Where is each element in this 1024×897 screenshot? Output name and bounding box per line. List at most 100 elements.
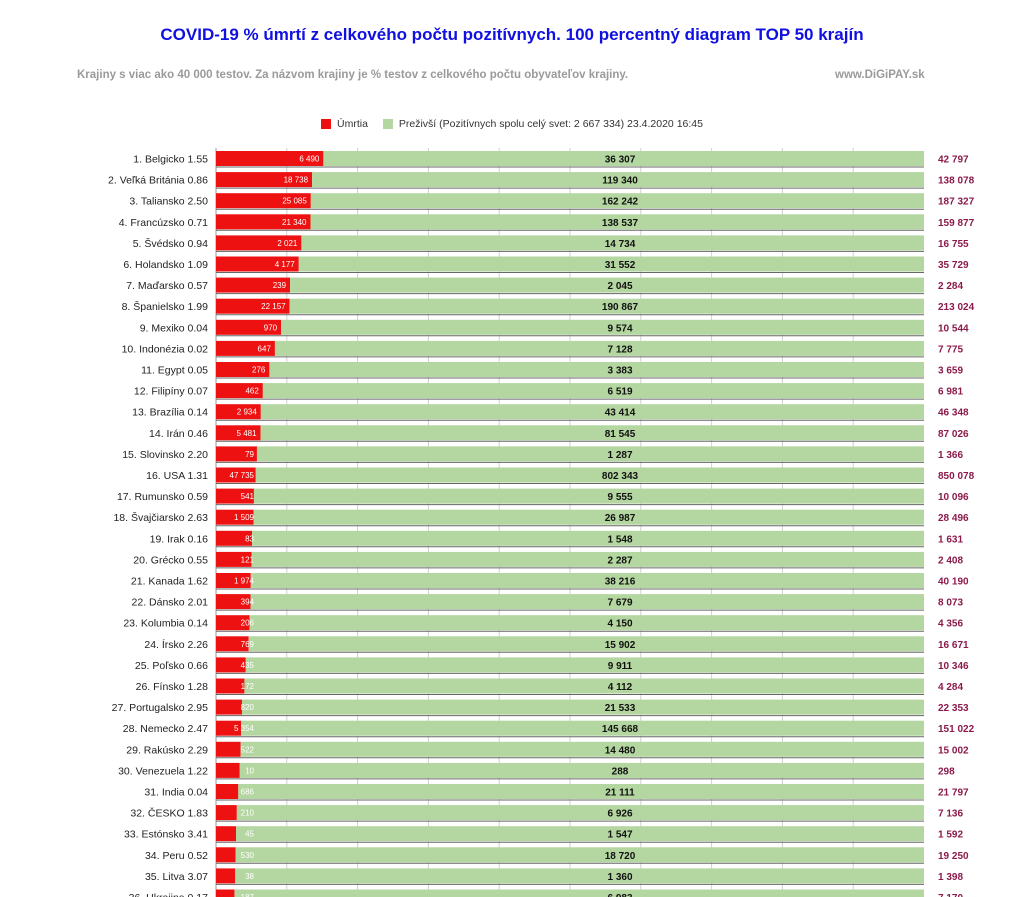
bar-deaths [216,636,249,652]
deaths-label: 276 [252,366,266,375]
survivors-label: 7 679 [607,598,632,609]
bar-survivors [248,636,924,652]
bar-deaths [216,530,253,546]
country-label: 5. Švédsko 0.94 [133,237,208,250]
bar-deaths [216,172,313,188]
deaths-label: 4 177 [275,260,296,269]
total-label: 87 026 [938,429,969,440]
bar-deaths [216,805,237,821]
chart-subtitle: Krajiny s viac ako 40 000 testov. Za náz… [77,69,629,81]
bar-survivors [269,362,924,377]
survivors-label: 145 668 [602,724,639,735]
total-label: 7 136 [938,809,963,820]
bar-deaths [216,784,239,799]
country-label: 31. India 0.04 [144,787,208,799]
deaths-label: 970 [264,323,278,332]
deaths-label: 1 974 [234,577,255,586]
bar-deaths [216,235,302,251]
bar-survivors [323,151,924,166]
deaths-label: 187 [241,893,255,897]
bar-survivors [256,446,925,462]
total-label: 10 096 [938,492,969,503]
deaths-label: 2 021 [277,239,298,248]
legend-label-deaths: Úmrtia [337,118,368,130]
total-label: 40 190 [938,577,969,588]
country-label: 6. Holandsko 1.09 [123,259,208,271]
survivors-label: 9 555 [607,492,632,503]
total-label: 42 797 [938,155,969,166]
bar-survivors [281,319,924,335]
legend-item-deaths: Úmrtia [321,118,368,130]
bar-deaths [216,699,242,715]
country-label: 20. Grécko 0.55 [133,554,208,566]
country-label: 25. Poľsko 0.66 [135,660,208,672]
survivors-label: 7 128 [607,344,632,355]
deaths-label: 435 [241,661,255,670]
bar-deaths [216,678,245,694]
survivors-label: 288 [612,766,629,777]
survivors-label: 1 548 [607,534,632,545]
total-label: 10 544 [938,323,969,334]
deaths-label: 5 481 [237,429,258,438]
total-label: 35 729 [938,260,969,271]
total-label: 138 078 [938,176,975,187]
bar-deaths [216,404,261,420]
survivors-label: 119 340 [602,176,638,187]
survivors-label: 4 112 [608,682,633,693]
deaths-label: 686 [241,788,255,797]
country-label: 30. Venezuela 1.22 [118,765,208,777]
bar-deaths [216,193,311,209]
legend-item-survivors: Preživší (Pozitívnych spolu celý svet: 2… [382,118,703,130]
deaths-label: 462 [245,387,259,396]
deaths-label: 2 934 [237,408,258,417]
country-label: 36. Ukrajina 0.17 [129,892,209,897]
survivors-label: 6 983 [607,893,632,897]
bar-deaths [216,425,261,441]
bar-deaths [216,383,263,399]
legend-swatch-deaths [321,119,332,129]
bar-survivors [289,298,924,314]
country-label: 28. Nemecko 2.47 [123,723,208,735]
survivors-label: 15 902 [605,640,636,651]
bar-deaths [216,615,250,631]
survivors-label: 2 045 [607,281,632,292]
bar-deaths [216,509,254,525]
bar-deaths [216,573,251,588]
deaths-label: 25 085 [282,197,307,206]
deaths-label: 206 [241,619,255,628]
total-label: 2 284 [938,281,963,292]
bar-survivors [238,784,924,799]
bar-survivors [241,699,924,715]
bar-survivors [250,594,924,610]
country-label: 26. Fínsko 1.28 [136,681,209,693]
total-label: 22 353 [938,703,969,714]
deaths-label: 79 [245,450,254,459]
country-label: 10. Indonézia 0.02 [122,343,209,355]
bar-survivors [240,741,924,757]
deaths-label: 47 735 [230,471,255,480]
bar-deaths [216,551,252,567]
bar-deaths [216,847,236,863]
survivors-label: 81 545 [605,429,636,440]
total-label: 298 [938,766,955,777]
total-label: 1 631 [938,534,963,545]
country-label: 34. Peru 0.52 [145,850,208,862]
country-label: 3. Taliansko 2.50 [129,196,208,208]
bar-survivors [245,657,925,673]
survivors-label: 4 150 [607,619,632,630]
bar-deaths [216,446,257,462]
survivors-label: 26 987 [605,513,636,524]
country-label: 2. Veľká Británia 0.86 [108,175,208,187]
total-label: 7 170 [938,893,963,897]
bar-deaths [216,277,291,293]
legend-swatch-survivors [382,119,393,129]
survivors-label: 1 360 [607,872,632,883]
total-label: 7 775 [938,344,963,355]
survivors-label: 38 216 [605,577,636,588]
deaths-label: 394 [241,598,255,607]
total-label: 151 022 [938,724,975,735]
survivors-label: 3 383 [607,366,632,377]
deaths-label: 1 509 [234,513,255,522]
